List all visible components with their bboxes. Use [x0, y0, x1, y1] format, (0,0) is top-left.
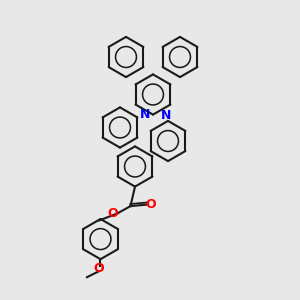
Text: O: O	[94, 262, 104, 275]
Text: O: O	[145, 198, 156, 211]
Text: N: N	[140, 107, 151, 121]
Text: O: O	[107, 207, 118, 220]
Text: N: N	[161, 109, 172, 122]
